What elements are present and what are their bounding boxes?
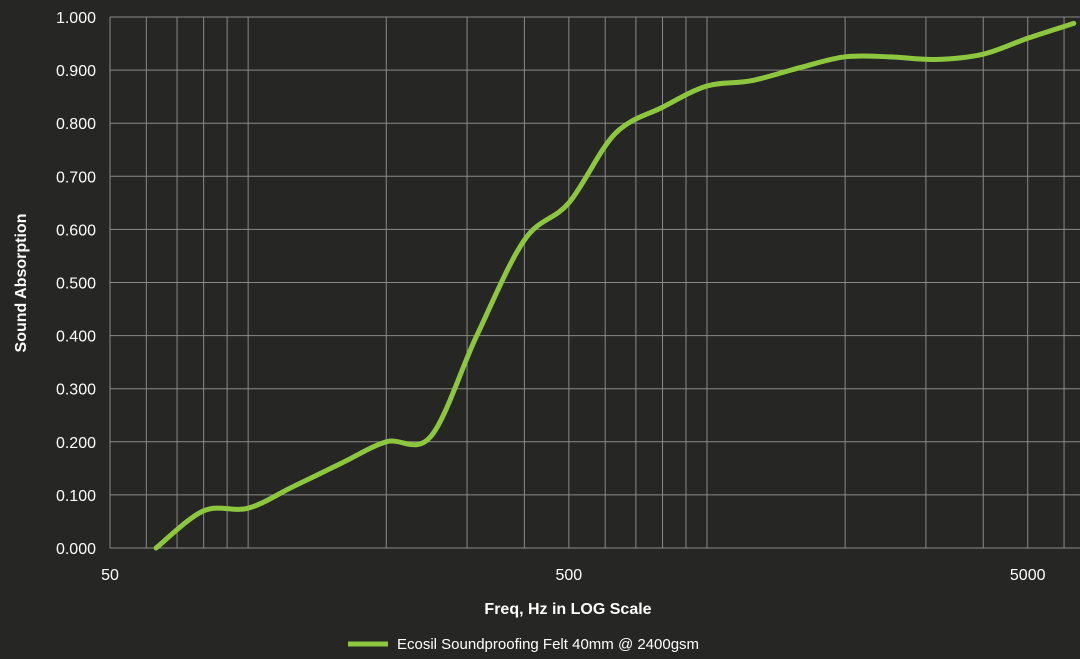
y-tick-label: 0.200: [56, 435, 96, 452]
legend-label: Ecosil Soundproofing Felt 40mm @ 2400gsm: [397, 636, 699, 653]
y-tick-label: 0.700: [56, 169, 96, 186]
x-axis-title: Freq, Hz in LOG Scale: [484, 601, 651, 618]
x-axis-tick-labels: 50 500 5000: [101, 567, 1046, 584]
series-line-0: [153, 20, 1077, 551]
y-tick-label: 0.900: [56, 63, 96, 80]
y-tick-label: 0.800: [56, 116, 96, 133]
series-layer: [153, 20, 1077, 551]
y-axis-title: Sound Absorption: [13, 214, 30, 353]
x-tick-label: 500: [556, 567, 583, 584]
x-tick-label: 50: [101, 567, 119, 584]
y-tick-label: 0.100: [56, 488, 96, 505]
y-tick-label: 0.400: [56, 329, 96, 346]
y-tick-label: 0.600: [56, 222, 96, 239]
x-tick-label: 5000: [1010, 567, 1046, 584]
y-tick-label: 1.000: [56, 10, 96, 27]
legend: Ecosil Soundproofing Felt 40mm @ 2400gsm: [348, 636, 699, 653]
grid: [109, 16, 1080, 549]
y-axis-tick-labels: 0.000 0.100 0.200 0.300 0.400 0.500 0.600 0.700…: [56, 10, 96, 558]
y-tick-label: 0.000: [56, 541, 96, 558]
y-tick-label: 0.500: [56, 276, 96, 293]
y-tick-label: 0.300: [56, 382, 96, 399]
